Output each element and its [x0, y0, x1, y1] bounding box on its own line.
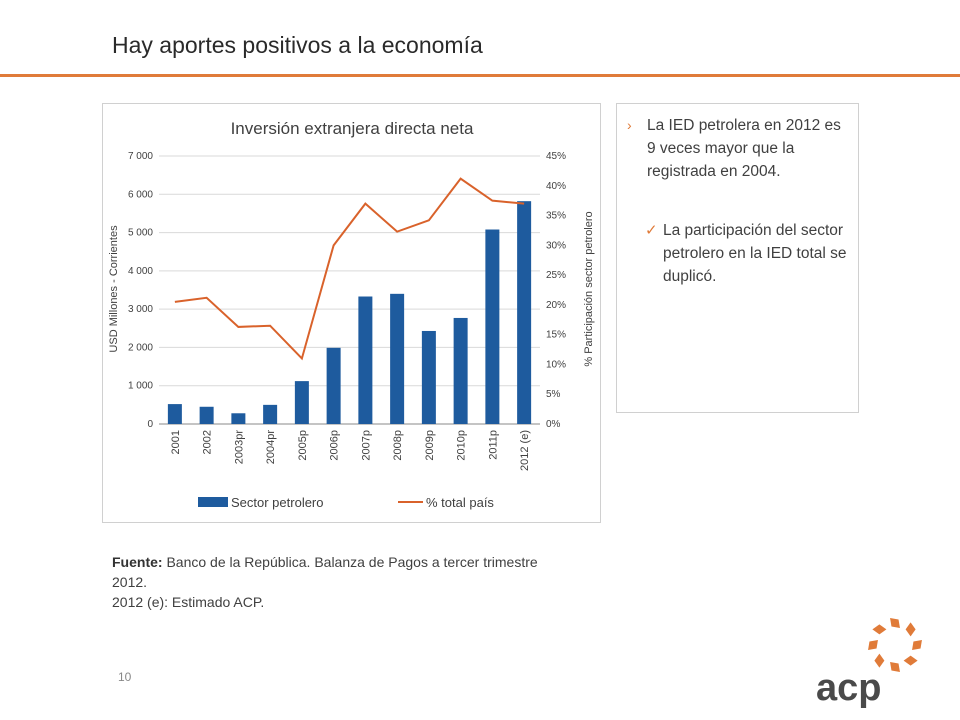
y-tick-label-right: 25%: [546, 270, 566, 281]
x-tick-label: 2006p: [329, 430, 341, 461]
y-tick-label-right: 20%: [546, 300, 566, 311]
bar-sector-petrolero: [167, 404, 182, 424]
bar-sector-petrolero: [326, 347, 341, 424]
page-number: 10: [118, 670, 132, 684]
y-tick-label-left: 1 000: [128, 381, 153, 392]
bar-sector-petrolero: [453, 317, 468, 424]
checkmark-icon: ✓: [645, 222, 658, 239]
x-tick-label: 2004pr: [265, 430, 277, 465]
source-text: Banco de la República. Balanza de Pagos …: [112, 554, 538, 590]
bar-sector-petrolero: [358, 296, 373, 424]
bar-sector-petrolero: [517, 201, 532, 424]
y-tick-label-left: 0: [147, 419, 153, 430]
logo-text: acp: [816, 667, 881, 709]
y-tick-label-right: 10%: [546, 359, 566, 370]
y-tick-label-left: 7 000: [128, 151, 153, 162]
sub-bullet: La participación del sector petrolero en…: [663, 222, 847, 285]
y-tick-label-left: 3 000: [128, 304, 153, 315]
x-tick-label: 2009p: [424, 430, 436, 461]
ied-chart: Inversión extranjera directa neta 0 1 000…: [108, 119, 595, 510]
legend-swatch-bar: [198, 497, 228, 507]
slide-title: Hay aportes positivos a la economía: [112, 32, 483, 58]
y-axis-label-left: USD Millones - Corrientes: [108, 225, 120, 353]
chart-legend: Sector petrolero % total país: [198, 495, 494, 510]
chart-container: Inversión extranjera directa neta 0 1 000…: [102, 103, 601, 523]
y-tick-label-left: 6 000: [128, 189, 153, 200]
logo-diamond: [872, 624, 887, 635]
x-tick-label: 2001: [170, 430, 182, 454]
logo-diamond: [874, 653, 885, 668]
line-total-pais: [174, 177, 525, 361]
y-axis-label-right: % Participación sector petrolero: [583, 211, 595, 366]
bar-sector-petrolero: [294, 381, 309, 424]
acp-logo: acp: [816, 618, 922, 709]
title-divider: [0, 74, 960, 77]
chart-title: Inversión extranjera directa neta: [231, 119, 474, 138]
logo-diamond: [905, 622, 916, 637]
y-tick-label-right: 45%: [546, 151, 566, 162]
bullet-arrow-icon: ›: [627, 117, 632, 133]
x-tick-label: 2010p: [456, 430, 468, 461]
logo-diamond: [903, 655, 918, 666]
logo-diamond: [890, 662, 900, 672]
source-note: Fuente: Banco de la República. Balanza d…: [112, 552, 572, 612]
y-tick-label-left: 4 000: [128, 266, 153, 277]
x-tick-label: 2005p: [297, 430, 309, 461]
main-bullet: La IED petrolera en 2012 es 9 veces mayo…: [647, 117, 841, 180]
x-tick-label: 2008p: [392, 430, 404, 461]
y-tick-label-left: 5 000: [128, 228, 153, 239]
y-tick-label-right: 0%: [546, 419, 561, 430]
y-tick-label-right: 30%: [546, 240, 566, 251]
bar-sector-petrolero: [231, 413, 246, 424]
x-tick-label: 2003pr: [233, 430, 245, 465]
logo-diamond: [890, 618, 900, 628]
legend-label-line: % total país: [426, 495, 494, 510]
legend-label-bar: Sector petrolero: [231, 495, 324, 510]
x-tick-label: 2012 (e): [519, 430, 531, 471]
bar-sector-petrolero: [390, 293, 405, 424]
logo-diamond: [912, 640, 922, 650]
bar-sector-petrolero: [421, 330, 436, 424]
bar-sector-petrolero: [199, 406, 214, 424]
y-tick-label-right: 5%: [546, 389, 561, 400]
bar-sector-petrolero: [485, 229, 500, 424]
logo-diamond: [868, 640, 878, 650]
x-tick-label: 2011p: [487, 430, 499, 460]
bar-sector-petrolero: [263, 404, 278, 424]
y-tick-label-right: 40%: [546, 181, 566, 192]
estimate-note: 2012 (e): Estimado ACP.: [112, 594, 265, 610]
source-label: Fuente:: [112, 554, 163, 570]
y-tick-label-left: 2 000: [128, 342, 153, 353]
summary-box: › La IED petrolera en 2012 es 9 veces ma…: [616, 103, 859, 413]
x-tick-label: 2007p: [360, 430, 372, 461]
y-tick-label-right: 35%: [546, 211, 566, 222]
x-tick-label: 2002: [202, 430, 214, 454]
y-tick-label-right: 15%: [546, 330, 566, 341]
